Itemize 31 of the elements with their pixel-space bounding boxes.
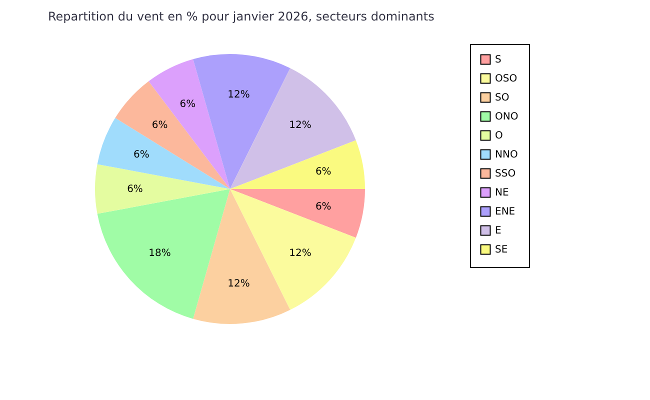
data-label: 6% <box>315 201 332 212</box>
legend-label: OSO <box>495 74 518 84</box>
legend-label: SO <box>495 92 510 104</box>
data-label: 6% <box>152 120 168 131</box>
data-label: 6% <box>133 150 150 161</box>
chart-title: Repartition du vent en % pour janvier 2026, secteurs dominants <box>48 10 434 24</box>
legend-label: SE <box>495 244 508 256</box>
data-label: 6% <box>127 184 143 195</box>
legend-label: SSO <box>495 168 516 180</box>
data-label: 12% <box>289 248 312 259</box>
legend-label: S <box>495 54 502 66</box>
data-label: 12% <box>228 278 250 290</box>
pie-slice <box>230 68 356 189</box>
pie-slice <box>193 189 290 324</box>
data-label: 18% <box>148 248 171 259</box>
pie-slice <box>230 189 365 238</box>
data-label: 6% <box>180 98 196 110</box>
legend-label: O <box>495 130 503 142</box>
legend-label: ONO <box>495 112 518 122</box>
pie-slice <box>230 140 365 189</box>
pie-slice <box>95 164 230 214</box>
pie-slice <box>148 59 230 189</box>
legend-label: ENE <box>495 206 516 218</box>
data-label: 6% <box>315 166 332 178</box>
legend-label: NE <box>495 188 509 198</box>
data-label: 12% <box>228 89 250 100</box>
data-label: 12% <box>289 120 312 131</box>
legend-label: NNO <box>495 150 518 160</box>
pie-slice <box>230 189 356 310</box>
legend-label: E <box>495 226 502 236</box>
pie-slice <box>193 54 290 189</box>
